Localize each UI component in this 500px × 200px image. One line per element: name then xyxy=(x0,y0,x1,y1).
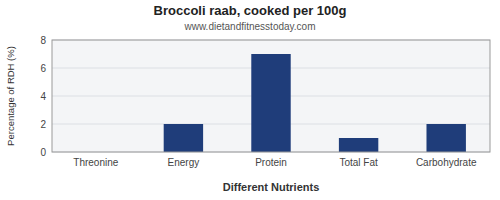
chart-container: 0 2 4 6 8 Threonine Energy Protein Total Fat Carb… xyxy=(0,0,500,200)
x-axis-label: Different Nutrients xyxy=(223,181,320,193)
bars xyxy=(164,54,466,152)
y-axis-label: Percentage of RDH (%) xyxy=(5,46,16,146)
bar xyxy=(164,124,203,152)
bar xyxy=(339,138,378,152)
y-tick-label: 4 xyxy=(40,91,46,102)
bar xyxy=(426,124,465,152)
x-tick-label: Total Fat xyxy=(339,157,378,168)
plot-background xyxy=(52,40,490,152)
y-tick-label: 6 xyxy=(40,63,46,74)
x-tick-label: Energy xyxy=(168,157,200,168)
x-tick-label: Threonine xyxy=(73,157,118,168)
y-tick-label: 2 xyxy=(40,119,46,130)
x-tick-label: Protein xyxy=(255,157,287,168)
title: Broccoli raab, cooked per 100g xyxy=(154,3,347,18)
y-tick-label: 0 xyxy=(40,147,46,158)
subtitle: www.dietandfitnesstoday.com xyxy=(184,21,316,32)
y-tick-label: 8 xyxy=(40,35,46,46)
plot-frame xyxy=(52,40,490,152)
x-tick-label: Carbohydrate xyxy=(416,157,477,168)
bar xyxy=(251,54,290,152)
chart: 0 2 4 6 8 Threonine Energy Protein Total Fat Carb… xyxy=(0,0,500,200)
